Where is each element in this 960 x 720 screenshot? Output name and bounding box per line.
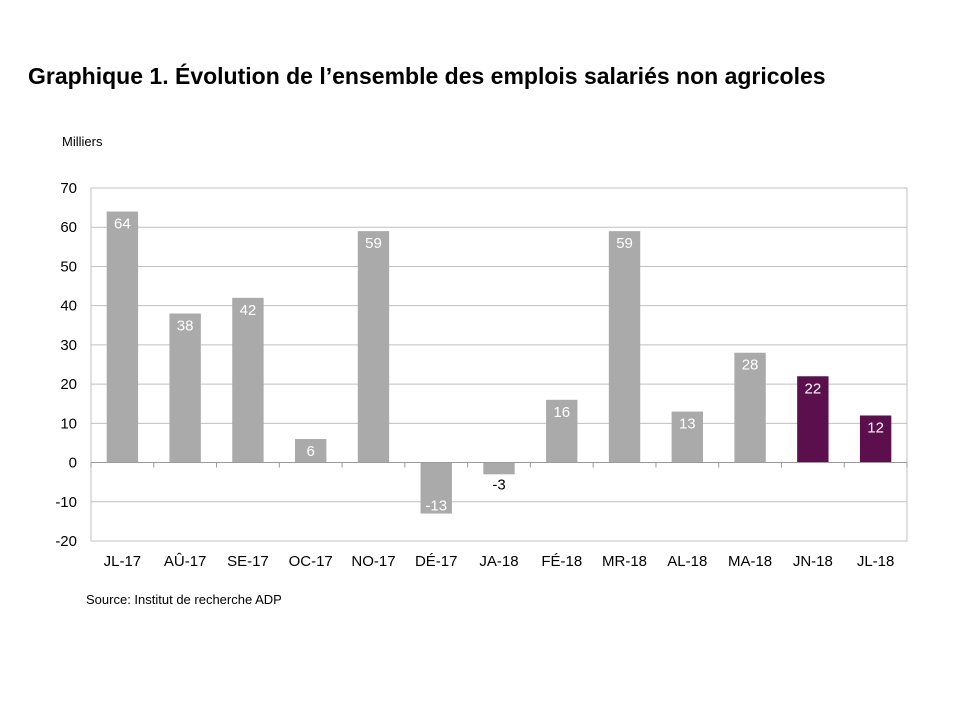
x-tick-label: NO-17	[351, 553, 395, 570]
x-tick-label: SE-17	[227, 553, 269, 570]
data-label: 59	[616, 235, 633, 252]
bar	[859, 415, 892, 463]
grid-lines	[90, 187, 908, 542]
source-note: Source: Institut de recherche ADP	[86, 592, 282, 607]
x-tick-label: MA-18	[728, 553, 772, 570]
x-tick-label: OC-17	[289, 553, 333, 570]
data-label: 28	[742, 357, 759, 374]
data-label: 16	[553, 404, 570, 421]
y-tick-label: -20	[55, 533, 77, 550]
bar	[797, 376, 829, 463]
bar	[420, 462, 452, 514]
y-tick-label: 60	[60, 219, 77, 236]
bar	[169, 313, 201, 463]
chart-title: Graphique 1. Évolution de l’ensemble des…	[28, 63, 826, 89]
x-tick-label: AL-18	[667, 553, 707, 570]
bar	[483, 462, 515, 475]
bar	[734, 352, 766, 463]
data-label: 42	[240, 302, 257, 319]
bar	[295, 439, 327, 463]
y-tick-label: 40	[60, 298, 77, 315]
bar	[608, 231, 641, 463]
data-label: -3	[492, 476, 505, 493]
y-tick-label: -10	[55, 494, 77, 511]
y-tick-label: 10	[60, 415, 77, 432]
y-tick-label: 0	[69, 455, 77, 472]
unit-label: Milliers	[62, 134, 103, 149]
x-tick-label: AÛ-17	[164, 553, 207, 570]
axes	[90, 462, 908, 468]
data-label: -13	[425, 498, 447, 515]
x-tick-label: JN-18	[793, 553, 833, 570]
y-tick-label: 70	[60, 180, 77, 197]
x-tick-label: FÉ-18	[541, 553, 582, 570]
bar	[671, 411, 703, 463]
bars	[106, 211, 892, 514]
data-label: 22	[805, 380, 822, 397]
bar	[546, 399, 578, 463]
bar	[357, 231, 390, 463]
y-tick-label: 20	[60, 376, 77, 393]
y-tick-label: 30	[60, 337, 77, 354]
labels: -20 -10 0 10 20 30 40 50 60 70 64 JL-17 38 AÛ-17 42 SE-…	[55, 180, 894, 570]
x-tick-label: JL-17	[104, 553, 142, 570]
y-tick-label: 50	[60, 258, 77, 275]
x-tick-label: DÉ-17	[415, 553, 458, 570]
data-label: 64	[114, 216, 131, 233]
data-label: 6	[307, 443, 315, 460]
x-tick-label: MR-18	[602, 553, 647, 570]
bar	[106, 211, 139, 463]
data-label: 38	[177, 318, 194, 335]
bar	[232, 297, 264, 463]
data-label: 59	[365, 235, 382, 252]
x-tick-label: JL-18	[857, 553, 895, 570]
x-tick-label: JA-18	[479, 553, 518, 570]
data-label: 13	[679, 416, 696, 433]
data-label: 12	[867, 419, 884, 436]
